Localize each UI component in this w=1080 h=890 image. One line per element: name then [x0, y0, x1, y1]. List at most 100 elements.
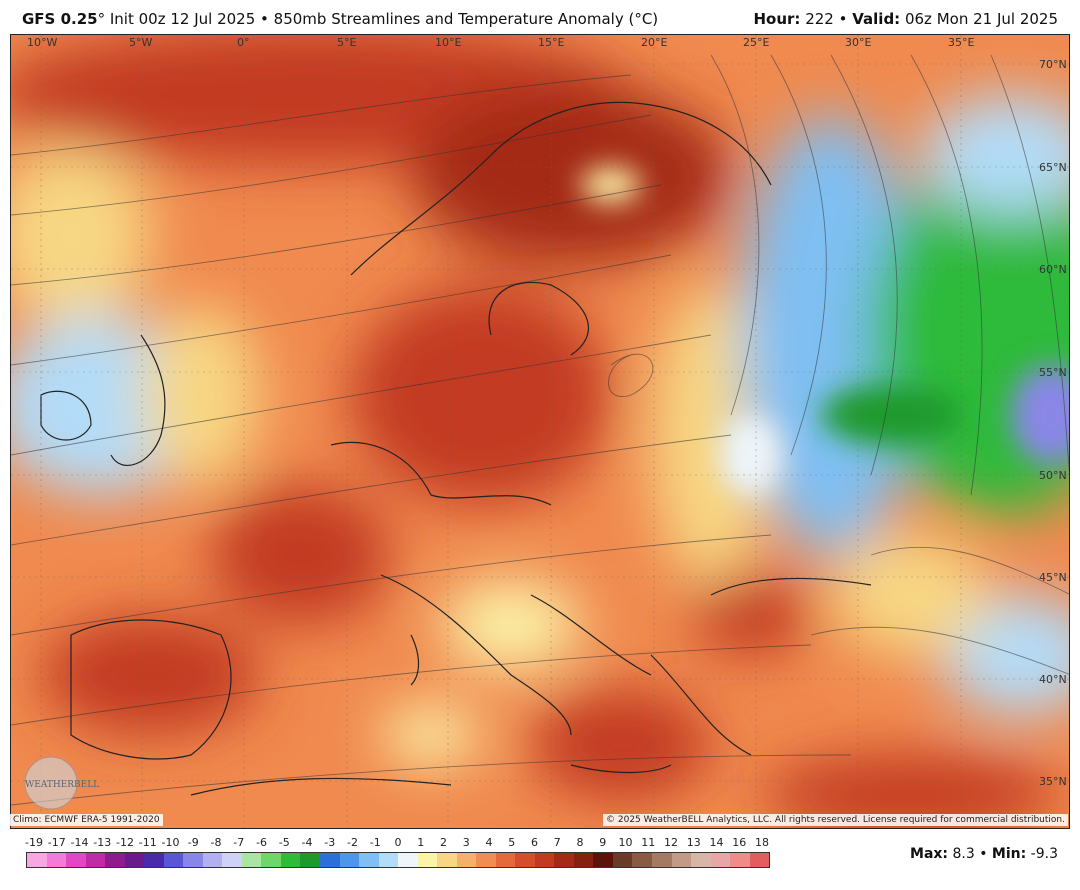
legend-tick-label: -12 [116, 836, 134, 849]
legend-swatch [300, 853, 320, 867]
legend-tick-label: 14 [709, 836, 724, 849]
legend-swatch [27, 853, 47, 867]
weather-map[interactable]: 10°W 5°W 0° 5°E 10°E 15°E 20°E 25°E 30°E… [10, 34, 1070, 829]
legend-tick-label: -19 [25, 836, 43, 849]
legend-swatch [671, 853, 692, 867]
legend-swatch [339, 853, 360, 867]
legend-tick-label: 11 [641, 836, 656, 849]
min-label: Min: [991, 846, 1027, 862]
legend-swatch [280, 853, 301, 867]
legend-tick-label: 12 [664, 836, 678, 849]
legend-tick-label: 2 [440, 836, 447, 849]
legend-tick-label: -5 [278, 836, 290, 849]
legend-swatch [163, 853, 184, 867]
color-legend: -19 -17 -14 -13 -12 -11 -10 -9 -8 -7 -6 -5 -4 -3 -2 -1 0… [25, 836, 770, 868]
legend-swatch [319, 853, 340, 867]
max-value: 8.3 [952, 846, 975, 862]
legend-swatch [85, 853, 106, 867]
legend-swatch [144, 853, 164, 867]
logo-text: WEATHERBELL [25, 780, 99, 790]
legend-tick-label: 6 [531, 836, 538, 849]
degree-symbol: ° [97, 10, 106, 28]
max-min-stats: Max: 8.3 • Min: -9.3 [910, 846, 1058, 862]
lat-label: 70°N [1039, 58, 1067, 71]
legend-tick-label: -10 [161, 836, 180, 849]
legend-swatch [437, 853, 457, 867]
legend-tick-label: -2 [347, 836, 358, 849]
lon-label: 20°E [641, 36, 667, 49]
lon-label: 35°E [948, 36, 974, 49]
legend-tick-label: -11 [138, 836, 157, 849]
legend-tick-label: -8 [210, 836, 222, 849]
legend-tick-label: -4 [301, 836, 313, 849]
anomaly-detail [581, 167, 1069, 495]
copyright-note: © 2025 WeatherBELL Analytics, LLC. All r… [603, 814, 1068, 826]
legend-swatch [202, 853, 223, 867]
legend-tick-label: 4 [485, 836, 493, 849]
hour-label: Hour: [753, 10, 801, 28]
max-label: Max: [910, 846, 949, 862]
lat-label: 65°N [1039, 161, 1067, 174]
legend-swatch [612, 853, 633, 867]
lat-label: 60°N [1039, 263, 1067, 276]
title-separator: • [260, 10, 269, 28]
legend-bar [26, 852, 770, 868]
legend-swatch [241, 853, 262, 867]
legend-swatch [573, 853, 594, 867]
legend-tick-label: 9 [599, 836, 607, 849]
legend-tick-label: 8 [576, 836, 584, 849]
legend-swatch [378, 853, 399, 867]
legend-tick-label: 1 [417, 836, 425, 849]
lat-label: 55°N [1039, 366, 1067, 379]
legend-tick-label: -14 [70, 836, 89, 849]
longitude-labels: 10°W 5°W 0° 5°E 10°E 15°E 20°E 25°E 30°E… [27, 36, 974, 49]
legend-swatch [476, 853, 496, 867]
weatherbell-logo: WEATHERBELL [24, 756, 99, 810]
legend-swatch [66, 853, 86, 867]
legend-swatch [632, 853, 652, 867]
legend-tick-label: 10 [618, 836, 633, 849]
valid-label: Valid: [852, 10, 901, 28]
valid-value: 06z Mon 21 Jul 2025 [904, 10, 1058, 28]
valid-separator: • [838, 10, 848, 28]
legend-tick-label: 3 [462, 836, 470, 849]
latitude-labels: 70°N 65°N 60°N 55°N 50°N 45°N 40°N 35°N [1039, 58, 1067, 788]
valid-time: Hour: 222 • Valid: 06z Mon 21 Jul 2025 [753, 10, 1058, 28]
map-title: GFS 0.25° Init 00z 12 Jul 2025 • 850mb S… [22, 10, 658, 28]
legend-swatch [593, 853, 613, 867]
legend-swatch [183, 853, 203, 867]
legend-swatch [222, 853, 242, 867]
min-value: -9.3 [1030, 846, 1058, 862]
model-name: GFS 0.25 [22, 10, 98, 28]
legend-labels: -19 -17 -14 -13 -12 -11 -10 -9 -8 -7 -6 -5 -4 -3 -2 -1 0… [25, 836, 770, 850]
legend-tick-label: -17 [47, 836, 66, 849]
legend-swatch [417, 853, 438, 867]
legend-swatch [124, 853, 145, 867]
legend-swatch [456, 853, 477, 867]
legend-swatch [691, 853, 711, 867]
graticule [11, 35, 1069, 828]
map-canvas: 10°W 5°W 0° 5°E 10°E 15°E 20°E 25°E 30°E… [11, 35, 1069, 828]
lon-label: 0° [237, 36, 250, 49]
legend-swatch [749, 853, 770, 867]
legend-tick-label: 0 [394, 836, 402, 849]
legend-swatch [495, 853, 516, 867]
coastlines [40, 101, 872, 796]
lon-label: 5°E [337, 36, 356, 49]
lon-label: 30°E [845, 36, 871, 49]
lon-label: 10°E [435, 36, 461, 49]
lat-label: 45°N [1039, 571, 1067, 584]
header: GFS 0.25° Init 00z 12 Jul 2025 • 850mb S… [0, 0, 1080, 34]
streamlines [11, 54, 1069, 806]
legend-swatch [652, 853, 672, 867]
legend-swatch [261, 853, 281, 867]
legend-tick-label: -9 [187, 836, 199, 849]
legend-swatch [534, 853, 555, 867]
legend-tick-label: 5 [508, 836, 516, 849]
lon-label: 15°E [538, 36, 564, 49]
hour-value: 222 [805, 10, 834, 28]
stats-separator: • [979, 846, 988, 862]
lon-label: 25°E [743, 36, 769, 49]
legend-tick-label: -13 [93, 836, 112, 849]
legend-tick-label: -6 [256, 836, 267, 849]
